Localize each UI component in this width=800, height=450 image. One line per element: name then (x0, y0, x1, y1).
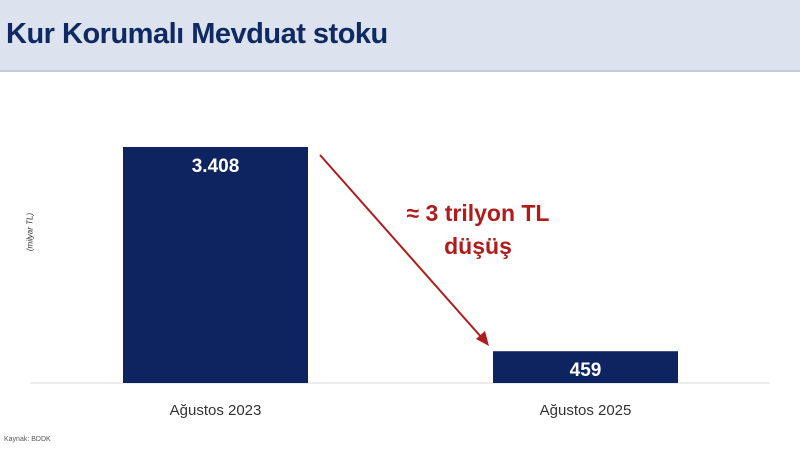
annotation-line-2: düşüş (444, 233, 512, 259)
x-tick-label-0: Ağustos 2023 (170, 402, 262, 419)
data-label-1: 459 (570, 360, 602, 381)
header-band: Kur Korumalı Mevduat stoku (0, 0, 800, 72)
arrow-line (319, 154, 483, 339)
source-note: Kaynak: BDDK (4, 436, 51, 443)
arrow-head-icon (476, 331, 489, 346)
x-tick-label-1: Ağustos 2025 (540, 402, 632, 419)
bar-0 (123, 147, 308, 383)
bar-1 (493, 351, 678, 383)
data-label-0: 3.408 (192, 156, 240, 177)
page-title: Kur Korumalı Mevduat stoku (6, 18, 388, 50)
annotation-line-1: ≈ 3 trilyon TL (406, 200, 550, 226)
